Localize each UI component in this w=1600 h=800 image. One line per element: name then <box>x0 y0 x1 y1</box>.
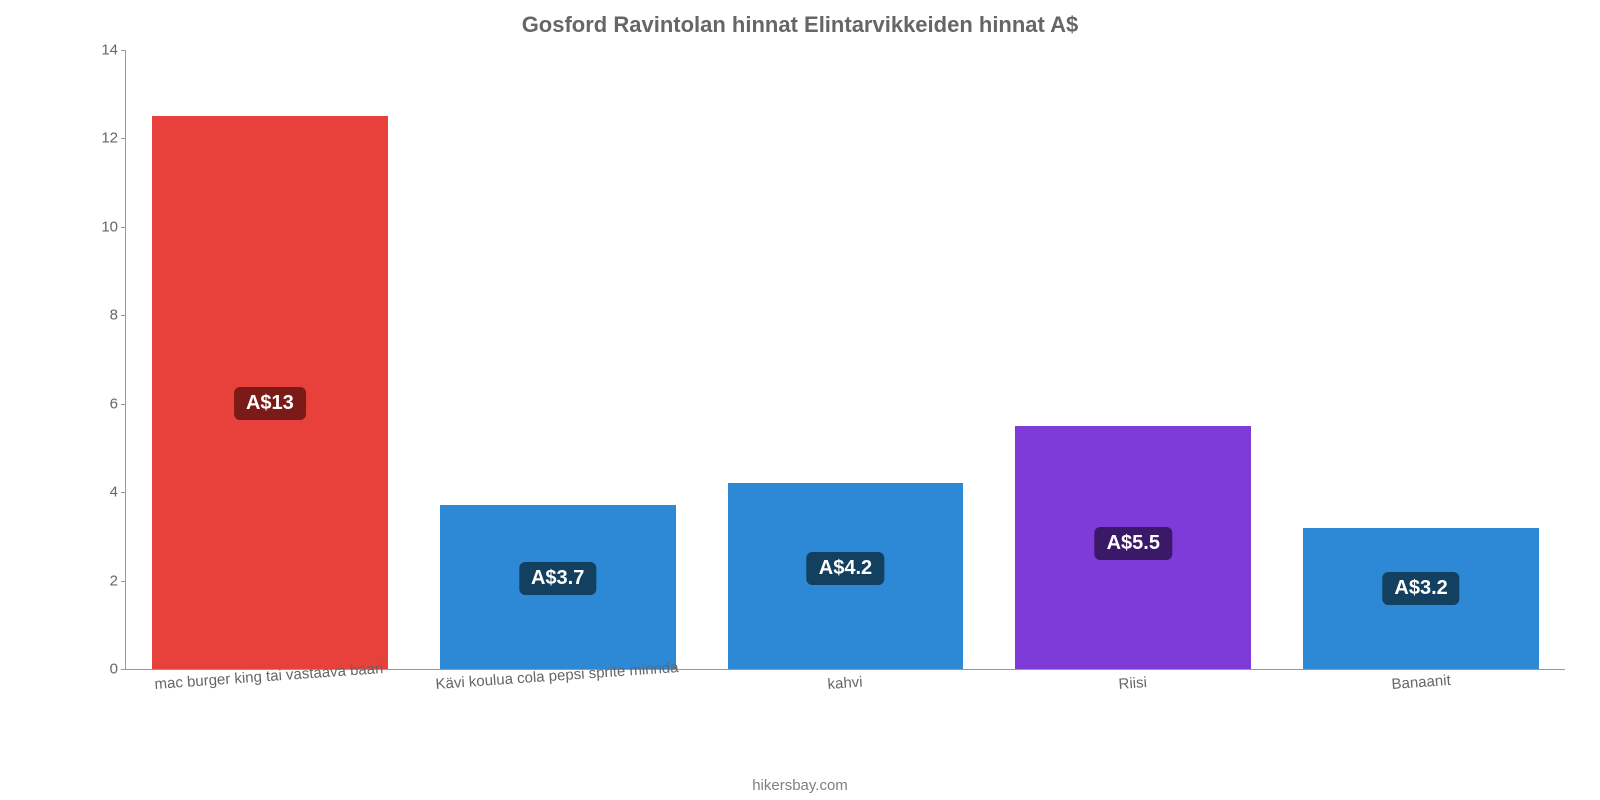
bar-value-label: A$13 <box>234 387 306 420</box>
y-tick-mark <box>121 50 126 51</box>
y-tick-label: 6 <box>86 395 118 412</box>
y-tick-label: 0 <box>86 661 118 678</box>
bar: A$3.2 <box>1303 528 1539 669</box>
y-tick-label: 14 <box>86 42 118 59</box>
y-tick-mark <box>121 315 126 316</box>
y-tick-label: 4 <box>86 484 118 501</box>
x-category-label: kahvi <box>827 674 863 693</box>
y-tick-label: 10 <box>86 218 118 235</box>
x-category-label: Banaanit <box>1391 672 1451 693</box>
x-axis-labels: mac burger king tai vastaava baariKävi k… <box>125 670 1565 700</box>
y-tick-mark <box>121 138 126 139</box>
y-tick-mark <box>121 227 126 228</box>
y-tick-label: 12 <box>86 130 118 147</box>
bar-value-label: A$5.5 <box>1095 527 1172 560</box>
y-tick-mark <box>121 581 126 582</box>
x-category-label: Riisi <box>1118 674 1147 693</box>
y-tick-mark <box>121 492 126 493</box>
bar: A$4.2 <box>728 483 964 669</box>
bar-value-label: A$3.2 <box>1382 572 1459 605</box>
y-tick-mark <box>121 404 126 405</box>
chart-area: 02468101214A$13A$3.7A$4.2A$5.5A$3.2 mac … <box>85 50 1565 700</box>
attribution-text: hikersbay.com <box>0 777 1600 794</box>
y-tick-label: 8 <box>86 307 118 324</box>
bar: A$3.7 <box>440 505 676 669</box>
chart-title: Gosford Ravintolan hinnat Elintarvikkeid… <box>0 0 1600 38</box>
bar-value-label: A$4.2 <box>807 552 884 585</box>
bar-value-label: A$3.7 <box>519 562 596 595</box>
bar: A$13 <box>152 116 388 669</box>
plot-region: 02468101214A$13A$3.7A$4.2A$5.5A$3.2 <box>125 50 1565 670</box>
bar: A$5.5 <box>1015 426 1251 669</box>
y-tick-label: 2 <box>86 572 118 589</box>
